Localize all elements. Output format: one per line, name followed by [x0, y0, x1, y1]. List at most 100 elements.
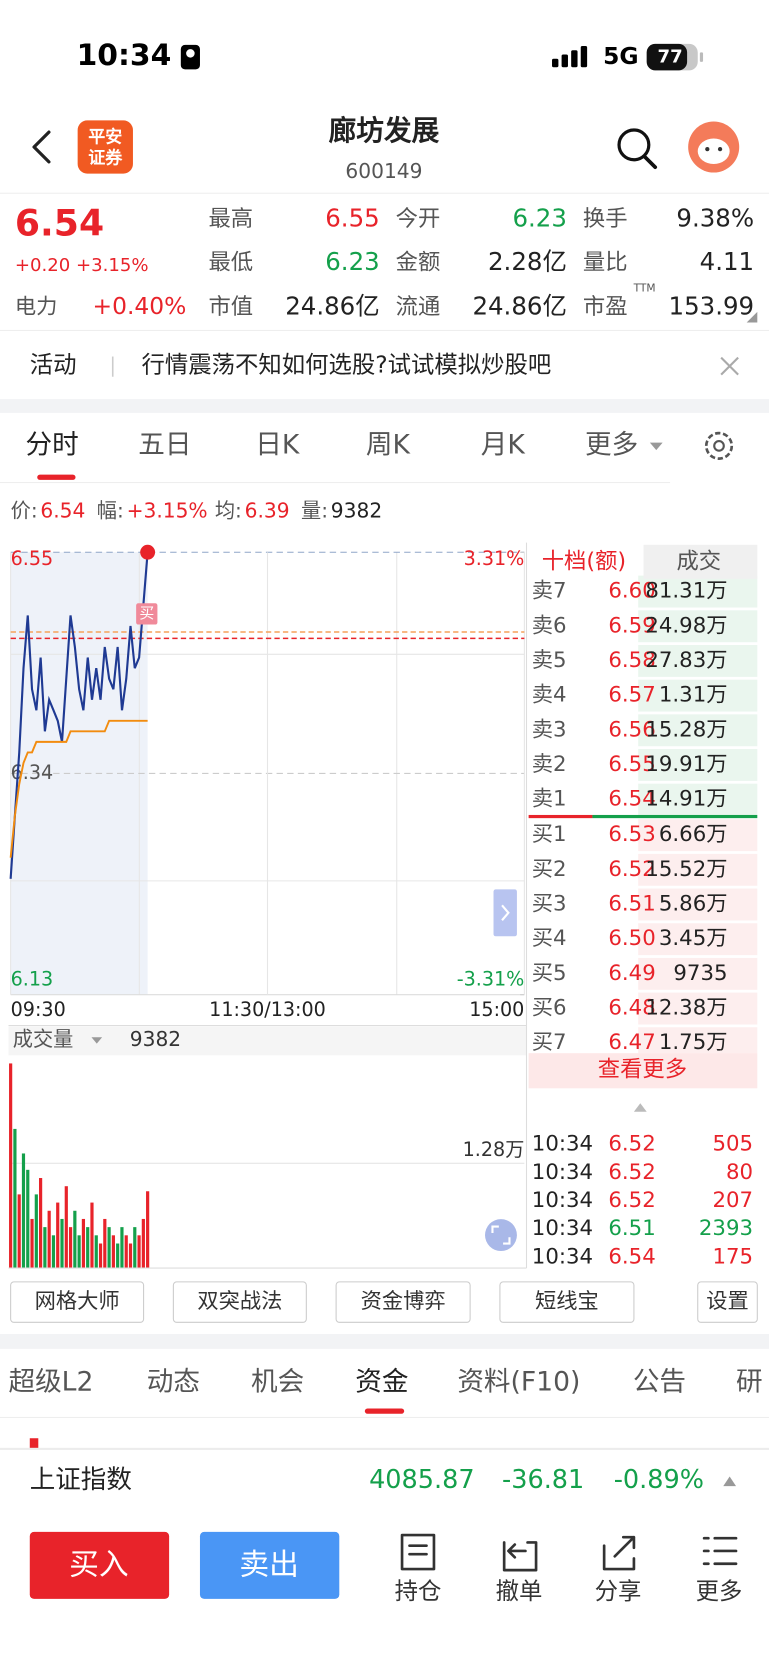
volume-bar — [43, 1227, 47, 1269]
book-row-tint — [638, 1027, 758, 1054]
buy-button[interactable] — [29, 1531, 170, 1599]
volume-current: 9382 — [130, 1027, 181, 1051]
chart-tab[interactable]: 周K — [366, 429, 411, 460]
book-row-tint — [638, 749, 758, 781]
trade-time: 10:34 — [532, 1244, 593, 1269]
volume-header — [8, 1026, 527, 1056]
action-label[interactable]: 撤单 — [496, 1577, 543, 1605]
trade-volume: 207 — [712, 1188, 753, 1213]
index-expand — [723, 1476, 737, 1487]
chart-tab[interactable]: 月K — [481, 429, 526, 460]
volume-bar — [9, 1063, 13, 1269]
action-icon[interactable] — [602, 1535, 636, 1571]
section-tab[interactable]: 机会 — [251, 1366, 304, 1397]
volume-bar — [73, 1210, 77, 1269]
section-tab[interactable]: 超级L2 — [9, 1366, 94, 1397]
tool-button-text[interactable]: 资金博弈 — [361, 1289, 446, 1314]
stat-label: 最低 — [208, 249, 253, 275]
index-bar-shadow — [0, 1447, 769, 1451]
action-label[interactable]: 更多 — [696, 1577, 743, 1605]
book-amount: 19.91万 — [645, 752, 727, 777]
section-tab[interactable]: 动态 — [147, 1366, 200, 1397]
signal-bar — [571, 50, 578, 68]
section-tab[interactable]: 资料(F10) — [457, 1366, 580, 1397]
book-amount: 15.52万 — [645, 857, 727, 882]
stat-label: 最高 — [208, 206, 253, 232]
book-price: 6.47 — [608, 1030, 655, 1055]
stat-value: 6.23 — [325, 247, 379, 276]
trade-time: 10:34 — [532, 1132, 593, 1157]
action-icon[interactable] — [400, 1533, 436, 1571]
panel-toggle[interactable] — [493, 889, 517, 937]
index-change-pct: -0.89% — [614, 1465, 704, 1495]
book-amount: 81.31万 — [645, 579, 727, 604]
section-tab[interactable]: 公告 — [633, 1366, 686, 1397]
action-icon[interactable] — [502, 1541, 538, 1572]
action-label[interactable]: 持仓 — [395, 1577, 442, 1605]
volume-bar — [56, 1202, 60, 1269]
trade-price: 6.51 — [608, 1216, 655, 1241]
chart-tab[interactable]: 分时 — [26, 429, 79, 460]
tool-button[interactable] — [697, 1281, 758, 1323]
search-icon[interactable] — [617, 128, 651, 162]
section-tab[interactable]: 研 — [736, 1366, 763, 1397]
volume-bar — [77, 1235, 81, 1269]
buy-button-text[interactable]: 买入 — [69, 1547, 129, 1582]
avatar-eye — [717, 146, 723, 152]
trade-volume: 2393 — [699, 1216, 753, 1241]
more-button[interactable] — [528, 1053, 758, 1089]
tool-button-text[interactable]: 网格大师 — [35, 1289, 120, 1314]
tool-button[interactable] — [499, 1281, 635, 1323]
sell-button-text[interactable]: 卖出 — [239, 1547, 299, 1582]
action-label[interactable]: 分享 — [595, 1577, 642, 1605]
index-bar[interactable] — [0, 1449, 769, 1511]
volume-bar — [141, 1218, 145, 1269]
chart-tab[interactable]: 日K — [255, 429, 300, 460]
avatar-face — [697, 138, 730, 165]
y-tick-label: 6.13 — [11, 967, 54, 990]
tool-button[interactable] — [10, 1281, 145, 1323]
book-row-tint — [638, 957, 758, 990]
book-level: 买6 — [532, 996, 567, 1021]
y-tick-label: 6.55 — [11, 547, 54, 570]
volume-bar — [107, 1227, 111, 1269]
banner-text[interactable]: 行情震荡不知如何选股?试试模拟炒股吧 — [141, 351, 551, 379]
divider — [0, 192, 769, 194]
expand-button[interactable] — [485, 1219, 517, 1252]
chart-tab[interactable]: 更多 — [585, 429, 638, 460]
book-row-tint — [638, 923, 758, 956]
stat-value: 4.11 — [700, 247, 754, 276]
book-tab[interactable]: 成交 — [676, 548, 721, 574]
more-button-text[interactable]: 查看更多 — [598, 1057, 687, 1083]
banner-close[interactable] — [720, 356, 739, 376]
tool-button-text[interactable]: 设置 — [706, 1289, 749, 1314]
tool-button[interactable] — [172, 1281, 307, 1323]
trade-volume: 175 — [712, 1244, 753, 1269]
action-icon[interactable] — [702, 1536, 738, 1566]
stat-value: 24.86亿 — [285, 292, 379, 321]
volume-bar — [30, 1218, 34, 1269]
book-amount: 24.98万 — [645, 613, 727, 638]
book-price: 6.52 — [608, 857, 655, 882]
book-price: 6.53 — [608, 822, 655, 847]
tool-button[interactable] — [335, 1281, 471, 1323]
section-tab[interactable]: 资金 — [355, 1366, 408, 1397]
back-button[interactable] — [32, 130, 51, 164]
volume-bar — [86, 1227, 90, 1269]
broker-logo-text: 证券 — [88, 148, 123, 169]
panel-toggle-arrow — [501, 904, 510, 921]
settings-gear-hub — [713, 440, 725, 452]
chart-tab[interactable]: 五日 — [138, 429, 191, 460]
section-tab-underline — [364, 1408, 405, 1414]
book-tab[interactable]: 十档(额) — [542, 548, 626, 574]
info-value: 6.39 — [245, 498, 290, 522]
volume-bar — [111, 1235, 115, 1269]
settings-gear[interactable] — [704, 431, 734, 460]
tool-button-text[interactable]: 双突战法 — [197, 1289, 282, 1314]
book-price: 6.58 — [608, 648, 655, 673]
sell-button[interactable] — [199, 1531, 340, 1599]
broker-logo-text: 平安 — [88, 126, 122, 147]
tool-button-text[interactable]: 短线宝 — [535, 1289, 599, 1314]
